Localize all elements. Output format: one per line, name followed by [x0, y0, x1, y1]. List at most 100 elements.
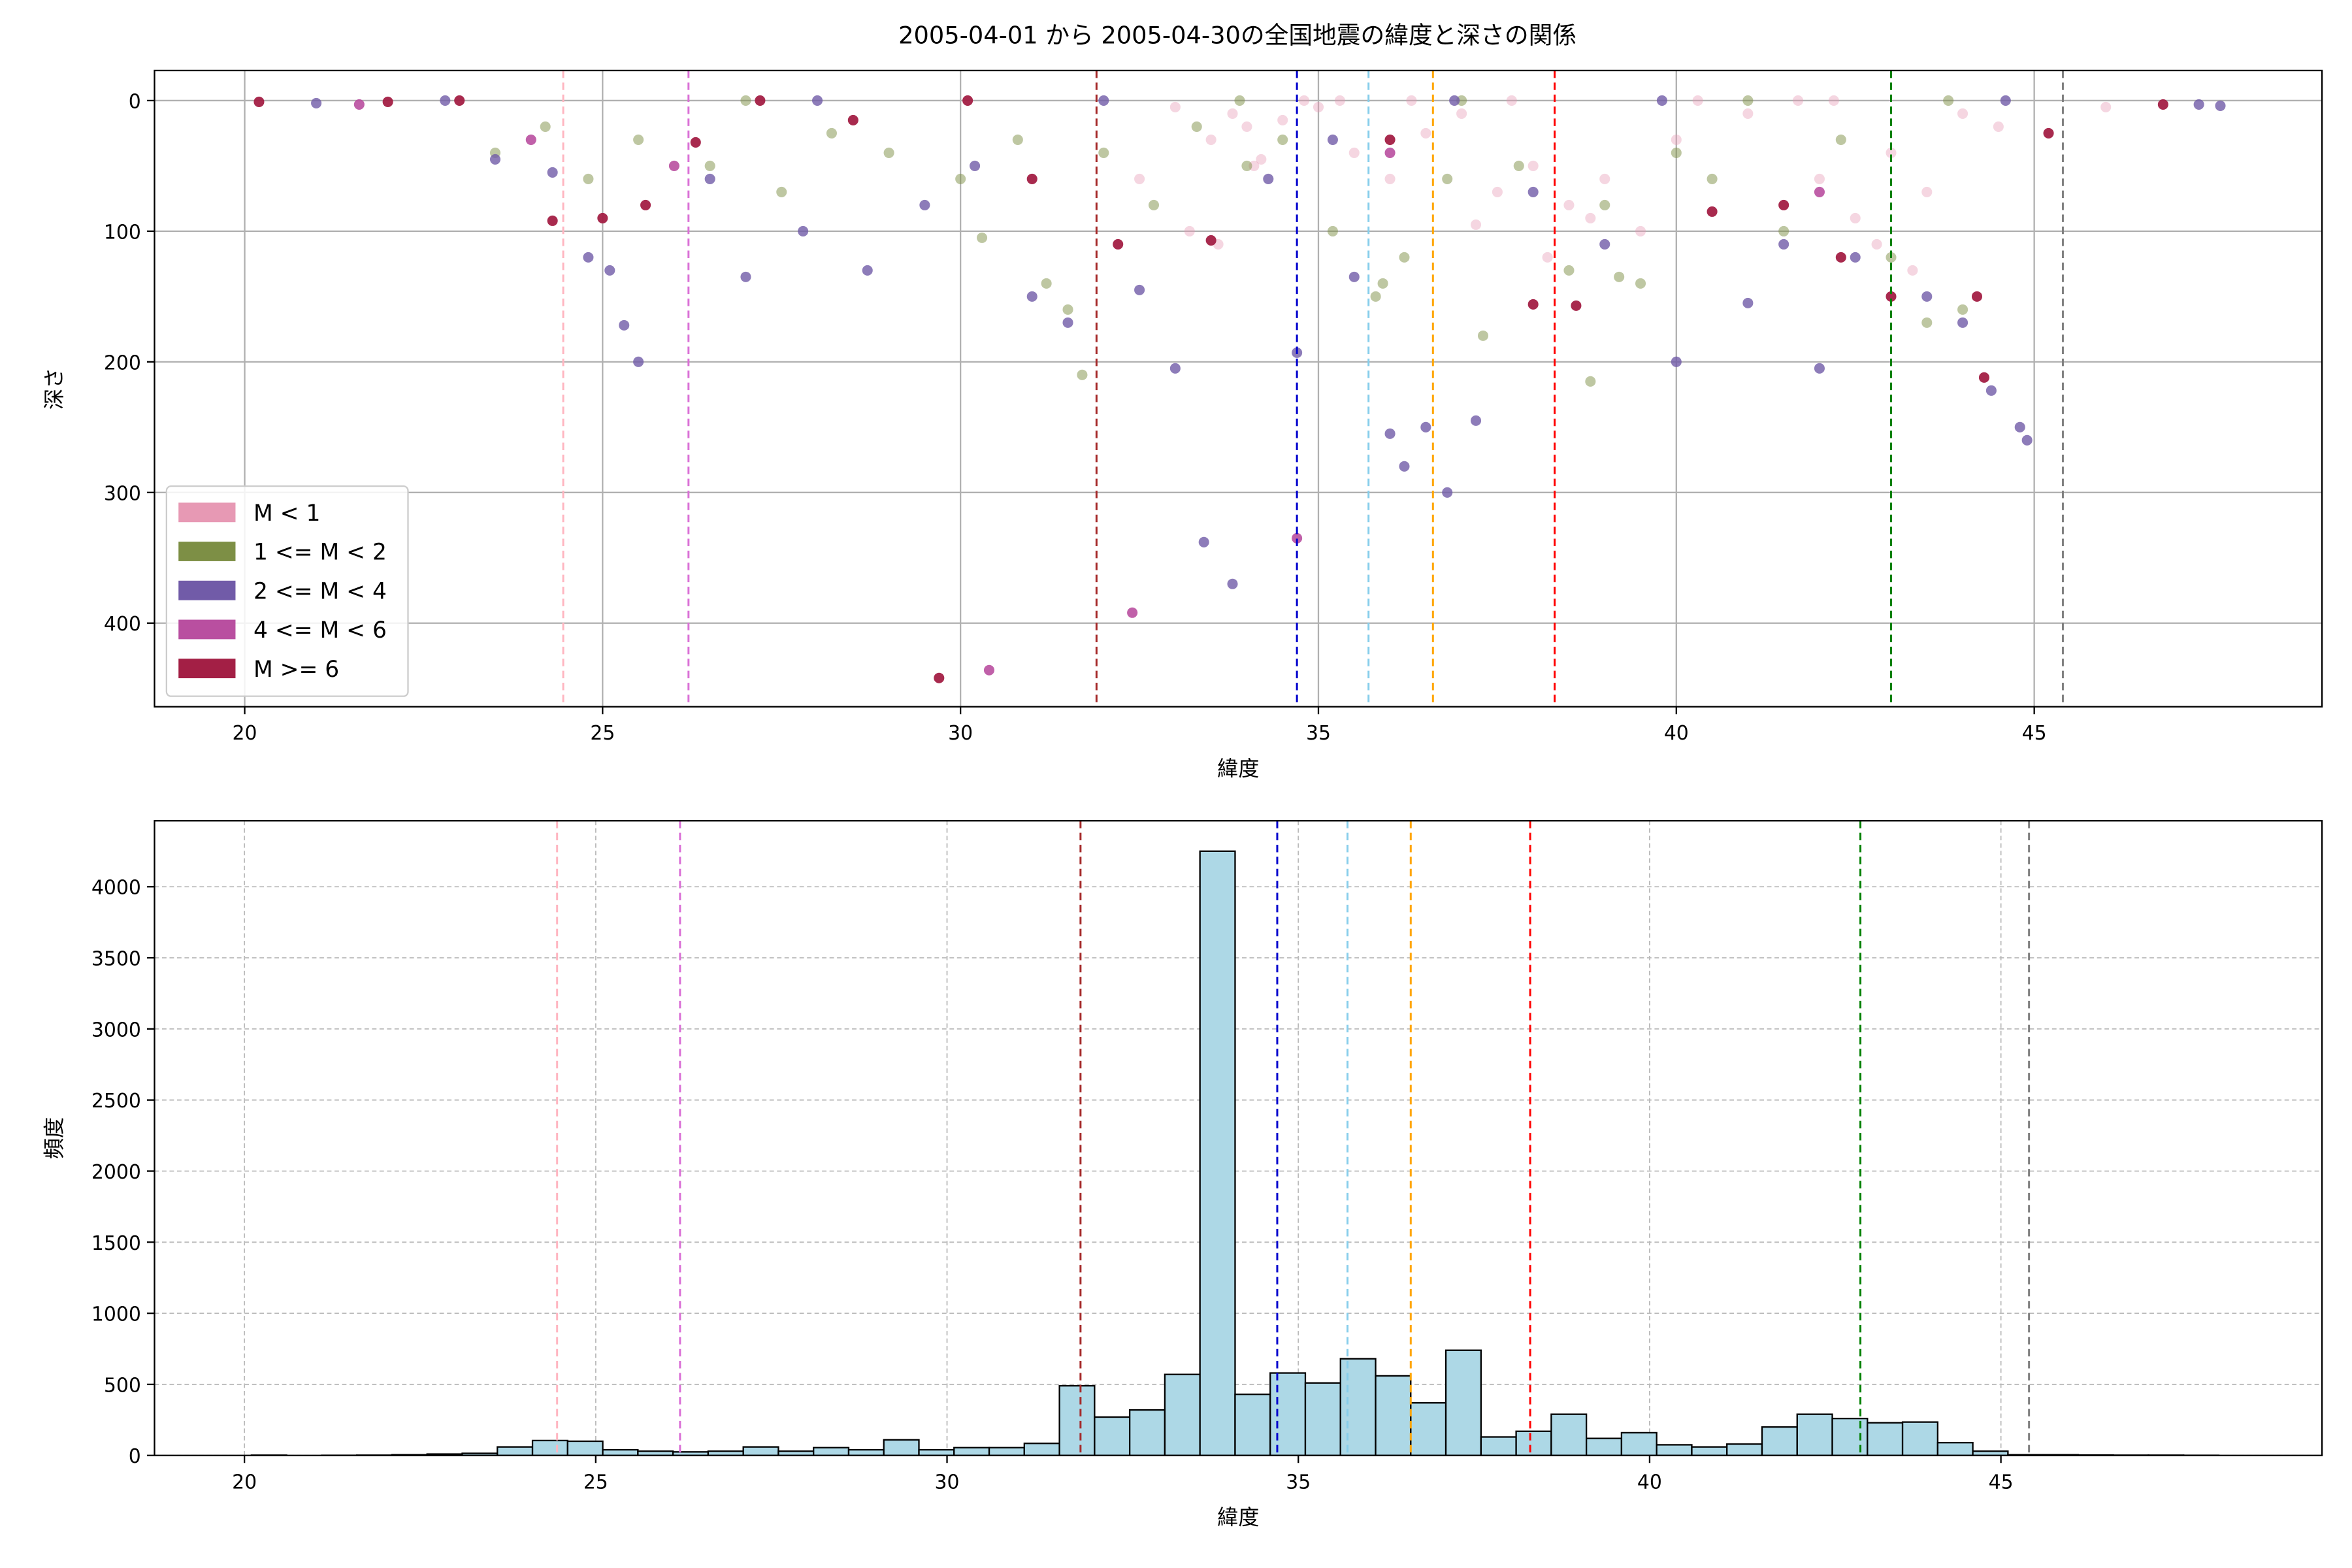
point	[1957, 304, 1968, 315]
axes-frame	[154, 820, 2323, 1456]
x-tick-label: 25	[583, 1471, 608, 1494]
point	[1492, 186, 1503, 197]
point	[1241, 160, 1252, 171]
bar	[1164, 1373, 1201, 1456]
point	[1263, 173, 1274, 184]
point	[1098, 95, 1109, 106]
bar	[953, 1446, 990, 1456]
point	[826, 127, 837, 139]
plot-area	[250, 821, 2220, 1456]
bar	[1128, 1409, 1166, 1456]
point	[1742, 95, 1754, 106]
point	[1835, 252, 1846, 263]
point	[1377, 278, 1388, 289]
point	[704, 173, 715, 184]
point	[1191, 121, 1202, 132]
bar	[1936, 1442, 1974, 1456]
point	[1026, 173, 1037, 184]
bar	[847, 1448, 885, 1456]
point	[2215, 100, 2226, 111]
point	[311, 97, 322, 108]
point	[704, 160, 715, 171]
point	[604, 265, 615, 276]
point	[1449, 95, 1460, 106]
point	[1985, 385, 1997, 396]
bar	[497, 1446, 534, 1456]
point	[1399, 252, 1410, 263]
point	[1348, 271, 1360, 282]
legend-swatch	[178, 580, 236, 600]
point	[1707, 173, 1718, 184]
x-tick-label: 30	[948, 722, 973, 745]
bar	[1691, 1446, 1728, 1456]
point	[1527, 160, 1539, 171]
point	[1012, 134, 1023, 145]
point	[1886, 147, 1897, 158]
y-axis-label: 頻度	[42, 1117, 67, 1159]
x-tick-label: 40	[1664, 722, 1689, 745]
point	[1563, 265, 1575, 276]
bar	[1726, 1443, 1763, 1456]
point	[1850, 252, 1861, 263]
bar	[1058, 1384, 1096, 1456]
point	[1442, 487, 1453, 498]
point	[755, 95, 766, 106]
point	[1026, 291, 1037, 302]
point	[1184, 225, 1195, 237]
bar	[1867, 1422, 1904, 1456]
point	[962, 95, 973, 106]
point	[1241, 121, 1252, 132]
y-tick-label: 300	[104, 482, 141, 505]
legend-swatch	[178, 542, 236, 561]
point	[970, 160, 981, 171]
point	[540, 121, 551, 132]
y-tick-label: 2500	[91, 1090, 141, 1113]
point	[1406, 95, 1417, 106]
bar	[1375, 1375, 1412, 1456]
x-axis-label: 緯度	[1217, 1505, 1259, 1529]
point	[1327, 225, 1338, 237]
point	[633, 134, 644, 145]
point	[740, 95, 751, 106]
point	[1828, 95, 1839, 106]
point	[1477, 330, 1489, 341]
point	[1227, 108, 1238, 119]
bar	[1972, 1450, 2009, 1456]
bar	[1094, 1416, 1131, 1456]
point	[1062, 317, 1073, 328]
point	[1299, 95, 1310, 106]
x-tick-label: 20	[233, 722, 257, 745]
bar	[1515, 1430, 1552, 1456]
bar	[1656, 1444, 1693, 1456]
legend-label: M < 1	[253, 500, 320, 527]
point	[919, 199, 930, 210]
x-tick-label: 45	[1989, 1471, 2014, 1494]
point	[1384, 428, 1396, 439]
point	[776, 186, 787, 197]
point	[640, 199, 651, 210]
point	[934, 672, 945, 683]
point	[1957, 317, 1968, 328]
point	[1513, 160, 1524, 171]
point	[2043, 127, 2054, 139]
bar	[1445, 1349, 1482, 1456]
bar	[1831, 1418, 1869, 1456]
point	[690, 137, 701, 148]
point	[1907, 265, 1918, 276]
legend-label: 4 <= M < 6	[253, 617, 387, 644]
bar	[918, 1448, 955, 1456]
point	[1993, 121, 2004, 132]
point	[2100, 101, 2112, 112]
point	[1169, 363, 1181, 374]
y-tick-label: 1500	[91, 1232, 141, 1255]
x-tick-label: 20	[232, 1471, 257, 1494]
legend-swatch	[178, 502, 236, 523]
point	[1527, 186, 1539, 197]
point	[1470, 219, 1482, 230]
bar	[1796, 1413, 1833, 1456]
x-tick-label: 35	[1306, 722, 1331, 745]
y-tick-label: 0	[129, 1445, 141, 1468]
point	[547, 167, 558, 178]
bar	[531, 1439, 568, 1456]
